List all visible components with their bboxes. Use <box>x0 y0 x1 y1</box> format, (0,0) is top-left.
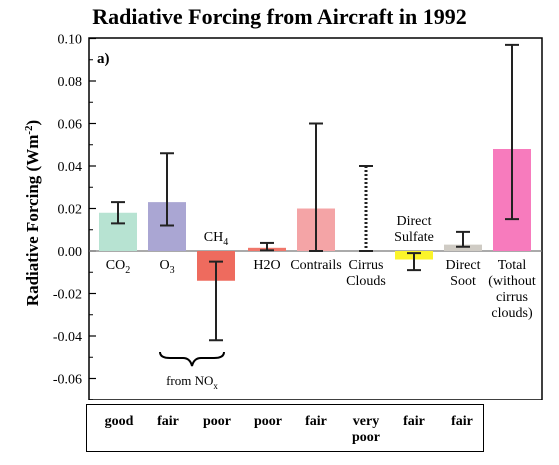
category-label: Sulfate <box>394 230 434 245</box>
y-tick-label: 0.10 <box>58 33 83 48</box>
y-tick-label: -0.06 <box>53 373 82 388</box>
confidence-label: poor <box>254 414 282 429</box>
y-tick-label: -0.02 <box>53 288 82 303</box>
y-tick-label: 0.08 <box>58 75 83 90</box>
category-label: (without <box>488 274 536 289</box>
y-tick-label: -0.04 <box>53 330 82 345</box>
category-label: O3 <box>159 258 174 276</box>
confidence-label: good <box>104 414 133 429</box>
category-label: CH4 <box>204 230 228 248</box>
bracket-label: from NOx <box>166 373 218 391</box>
y-tick-label: 0.04 <box>58 160 83 175</box>
chart-title: Radiative Forcing from Aircraft in 1992 <box>92 4 467 29</box>
category-label: Total <box>498 258 527 273</box>
y-tick-label: 0.06 <box>58 118 83 133</box>
plot-frame <box>88 37 543 400</box>
y-axis-label: Radiative Forcing (Wm-2) <box>23 120 42 306</box>
confidence-label: poor <box>203 414 231 429</box>
category-label: H2O <box>253 258 280 273</box>
bar <box>444 244 482 251</box>
chart-plot: a) Radiative Forcing (Wm-2) 0.10 0.08 0.06… <box>23 33 543 400</box>
confidence-label: fair <box>305 414 327 429</box>
confidence-box: good fair poor poor fair very poor fair fair <box>86 404 484 452</box>
category-label: Clouds <box>346 274 386 289</box>
confidence-label: fair <box>451 414 473 429</box>
category-label: CO2 <box>106 258 130 276</box>
y-tick-label: 0.00 <box>58 245 83 260</box>
confidence-label: fair <box>403 414 425 429</box>
confidence-label: poor <box>352 430 380 445</box>
category-label: clouds) <box>491 306 533 321</box>
category-label: Contrails <box>290 258 341 273</box>
category-label: Direct <box>397 214 432 229</box>
category-label: Soot <box>450 274 476 289</box>
confidence-label: fair <box>157 414 179 429</box>
category-label: Direct <box>446 258 481 273</box>
confidence-label: very <box>352 414 378 429</box>
nox-bracket: from NOx <box>159 351 225 391</box>
panel-label: a) <box>97 51 110 67</box>
y-tick-label: 0.02 <box>58 203 83 218</box>
category-label: cirrus <box>496 290 528 305</box>
category-label: Cirrus <box>349 258 384 273</box>
